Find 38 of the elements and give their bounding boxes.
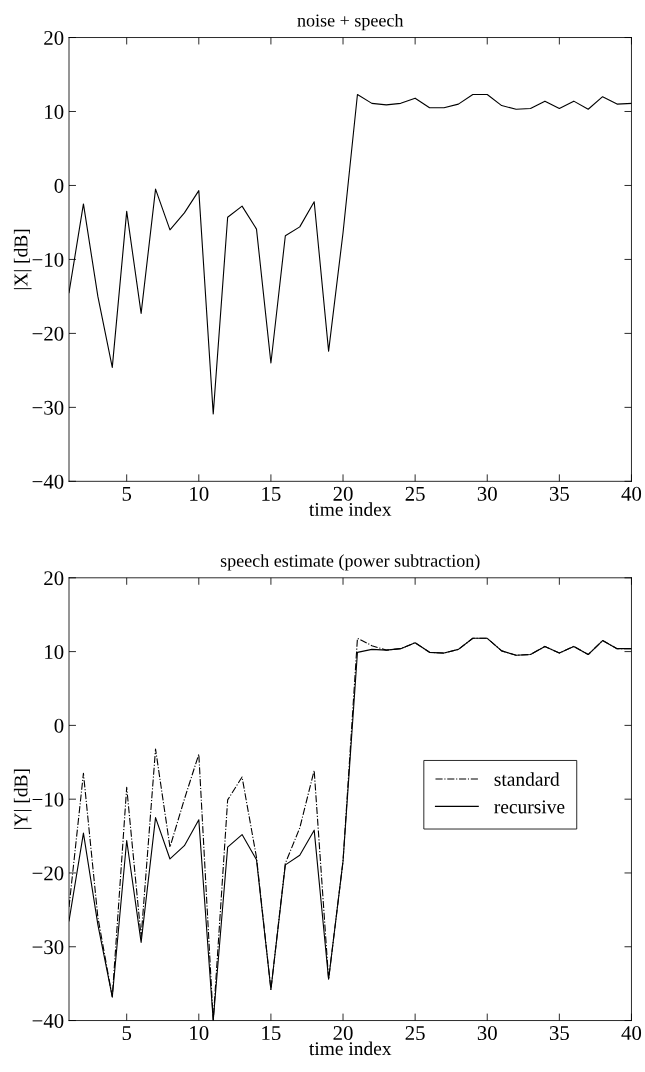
chart-title: noise + speech bbox=[297, 13, 404, 31]
x-tick-label: 20 bbox=[333, 1026, 353, 1041]
chart-title: speech estimate (power subtraction) bbox=[220, 554, 480, 571]
legend-label: recursive bbox=[494, 800, 565, 814]
x-axis-title: time index bbox=[309, 1041, 392, 1056]
legend-label: standard bbox=[494, 772, 560, 786]
y-tick-label: 0 bbox=[54, 718, 64, 733]
x-axis-title: time index bbox=[309, 502, 392, 516]
y-tick-label: −30 bbox=[32, 940, 64, 955]
y-tick-label: −30 bbox=[32, 400, 64, 415]
y-axis-title: |X| [dB] bbox=[13, 229, 32, 290]
x-tick-label: 25 bbox=[405, 486, 425, 501]
x-tick-label: 30 bbox=[477, 486, 497, 501]
y-tick-label: −10 bbox=[32, 792, 64, 807]
x-tick-label: 5 bbox=[122, 487, 132, 501]
y-tick-label: −20 bbox=[32, 326, 64, 341]
y-axis-title: |Y| [dB] bbox=[13, 769, 32, 829]
y-tick-label: −40 bbox=[32, 1013, 64, 1028]
x-tick-label: 15 bbox=[262, 1026, 281, 1041]
y-tick-label: 10 bbox=[45, 104, 64, 119]
x-tick-label: 25 bbox=[405, 1026, 425, 1041]
x-tick-label: 20 bbox=[333, 486, 353, 501]
x-tick-label: 15 bbox=[262, 486, 281, 501]
y-tick-label: −40 bbox=[32, 474, 64, 489]
x-tick-label: 40 bbox=[621, 486, 642, 501]
x-tick-label: 30 bbox=[477, 1026, 497, 1041]
y-tick-label: −10 bbox=[32, 252, 64, 267]
x-tick-label: 5 bbox=[122, 1026, 132, 1041]
x-tick-label: 10 bbox=[190, 486, 209, 501]
y-tick-label: −20 bbox=[32, 866, 64, 881]
y-tick-label: 20 bbox=[44, 30, 64, 45]
x-tick-label: 35 bbox=[549, 1026, 569, 1041]
y-tick-label: 20 bbox=[44, 571, 64, 586]
x-tick-label: 35 bbox=[549, 486, 569, 501]
y-tick-label: 0 bbox=[54, 178, 64, 193]
x-tick-label: 10 bbox=[190, 1026, 209, 1041]
x-tick-label: 40 bbox=[621, 1026, 642, 1041]
y-tick-label: 10 bbox=[45, 644, 64, 660]
